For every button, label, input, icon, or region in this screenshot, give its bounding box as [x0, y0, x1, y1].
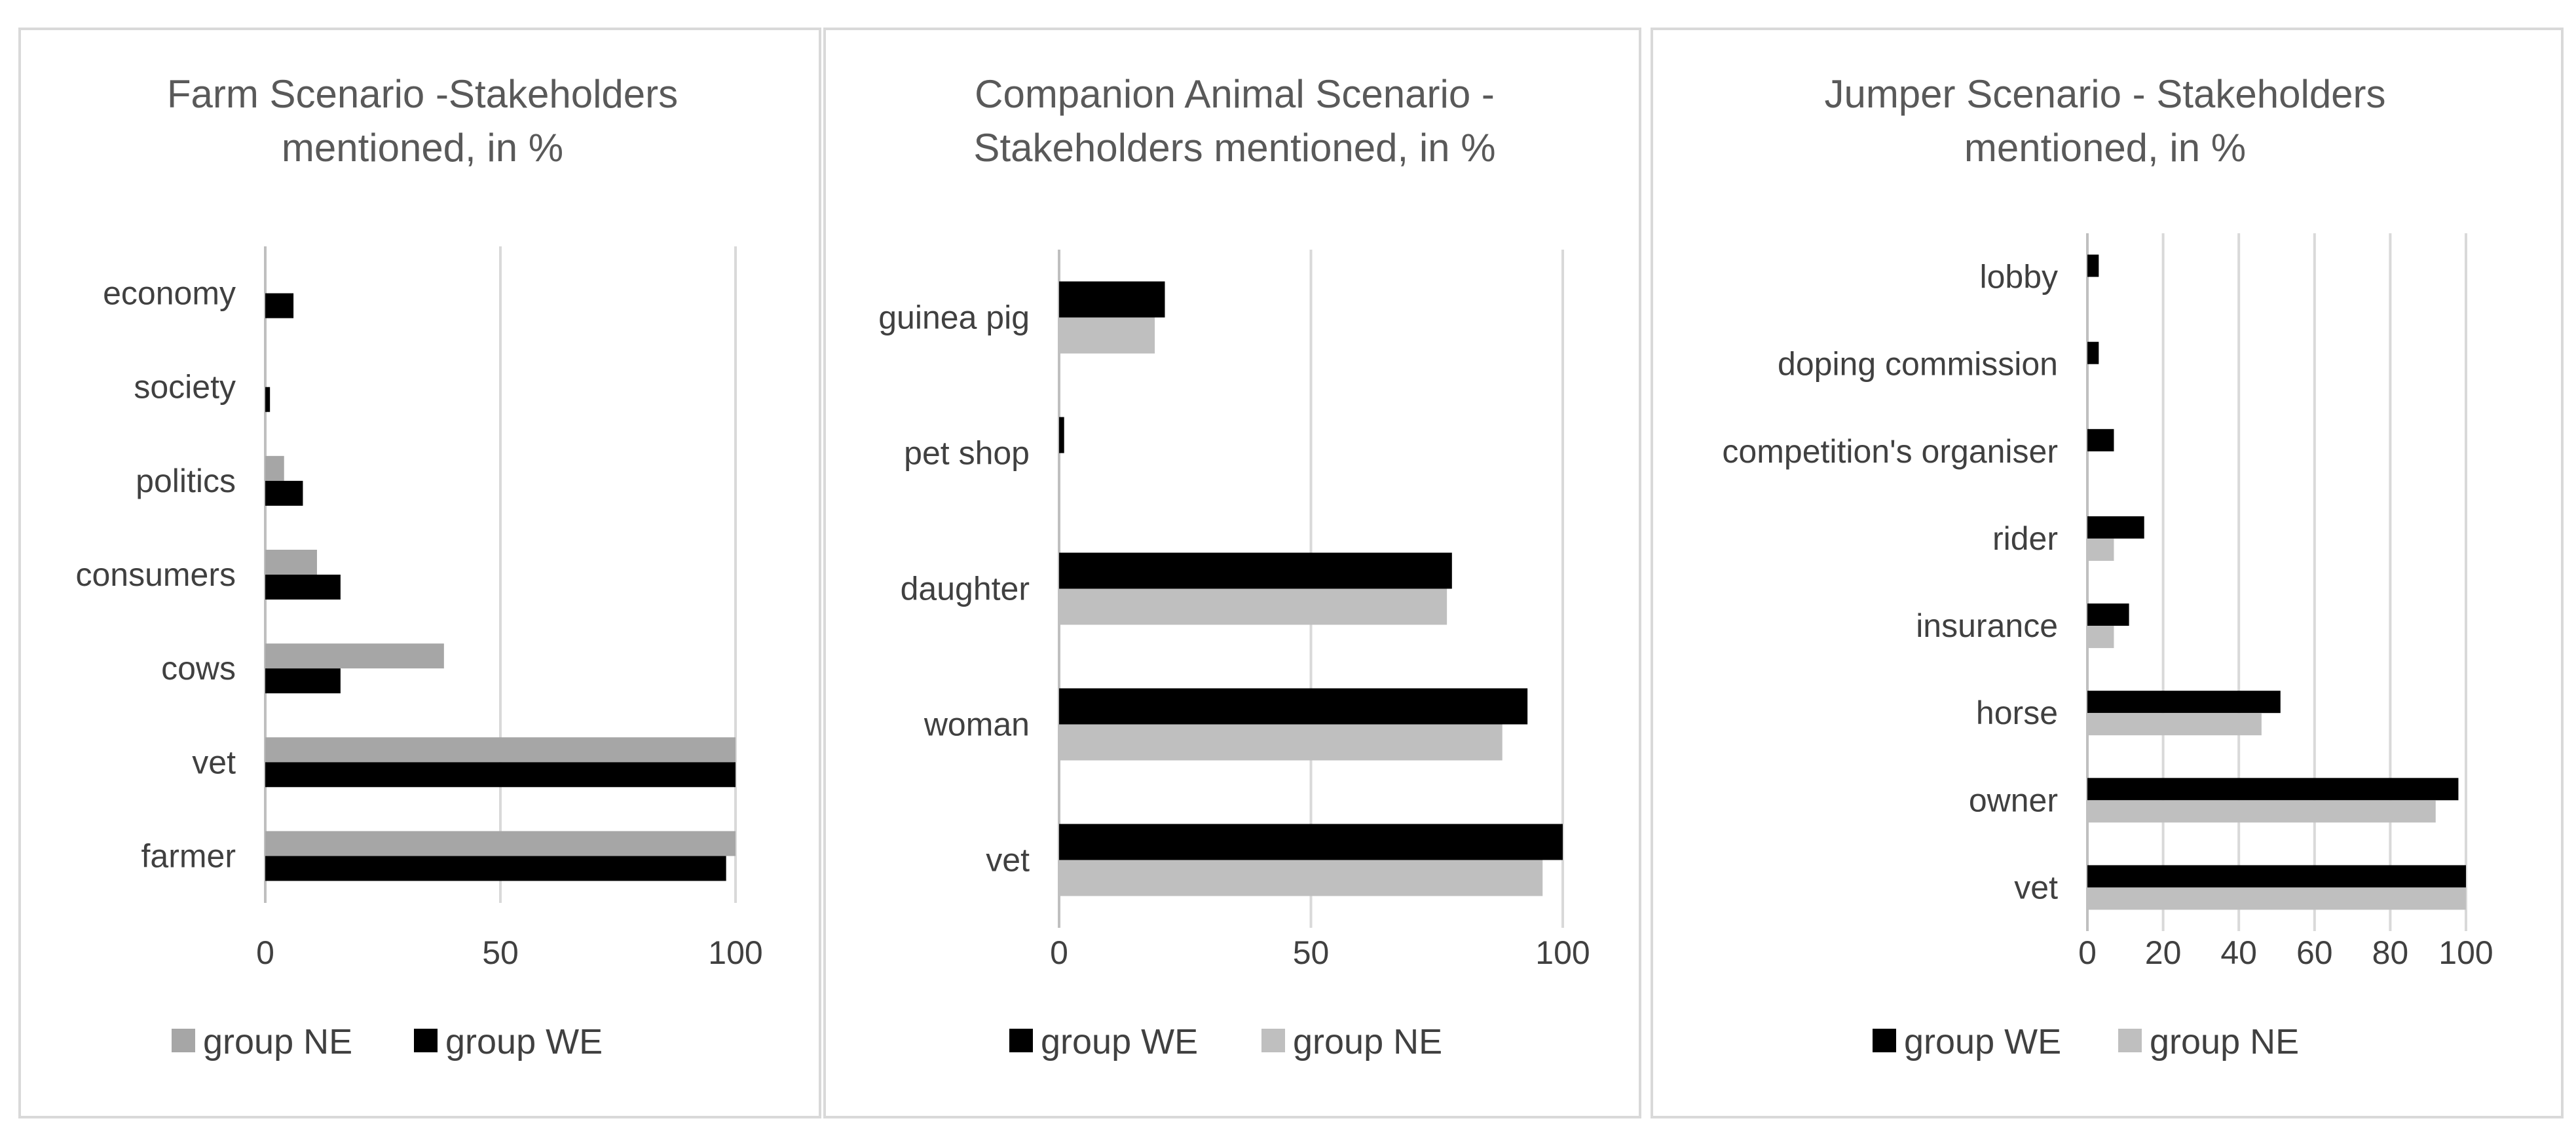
- category-label-jumper-competition-s-organiser: competition's organiser: [1722, 433, 2058, 470]
- bar-jumper-rider-group-ne: [2087, 538, 2114, 561]
- legend-swatch-companion-group-ne: [1261, 1029, 1285, 1052]
- bar-farm-politics-group-we: [265, 480, 303, 506]
- legend-label-companion-group-ne: group NE: [1293, 1022, 1442, 1061]
- legend-swatch-companion-group-we: [1009, 1029, 1033, 1052]
- category-label-farm-economy: economy: [103, 275, 236, 312]
- bar-companion-pet-shop-group-we: [1059, 417, 1064, 453]
- category-label-jumper-lobby: lobby: [1979, 259, 2058, 296]
- bar-farm-farmer-group-we: [265, 856, 726, 881]
- category-label-jumper-vet: vet: [2014, 869, 2058, 906]
- bar-companion-guinea-pig-group-we: [1059, 281, 1165, 318]
- category-label-jumper-horse: horse: [1976, 695, 2058, 731]
- legend-label-jumper-group-ne: group NE: [2150, 1022, 2299, 1061]
- bar-farm-cows-group-ne: [265, 643, 444, 669]
- chart-farm: Farm Scenario -Stakeholders mentioned, in…: [75, 72, 762, 1061]
- chart-panel-farm: Farm Scenario -Stakeholders mentioned, in…: [18, 28, 821, 1118]
- category-label-companion-daughter: daughter: [901, 571, 1030, 607]
- bar-jumper-vet-group-we: [2087, 865, 2466, 888]
- bar-jumper-vet-group-ne: [2087, 887, 2466, 910]
- chart-title-jumper-line-1: Jumper Scenario - Stakeholders: [1824, 72, 2385, 116]
- category-label-farm-politics: politics: [136, 463, 236, 499]
- category-label-farm-vet: vet: [192, 744, 236, 780]
- bar-companion-guinea-pig-group-ne: [1059, 317, 1155, 354]
- bar-companion-daughter-group-we: [1059, 552, 1452, 589]
- bar-companion-woman-group-we: [1059, 688, 1528, 725]
- legend-label-farm-group-we: group WE: [445, 1022, 603, 1061]
- bar-farm-consumers-group-we: [265, 575, 341, 600]
- category-label-companion-guinea-pig: guinea pig: [878, 299, 1030, 336]
- category-label-jumper-insurance: insurance: [1916, 607, 2058, 644]
- x-tick-label-jumper-80: 80: [2372, 934, 2409, 971]
- x-tick-label-jumper-40: 40: [2220, 934, 2257, 971]
- category-label-jumper-owner: owner: [1969, 782, 2058, 818]
- category-label-jumper-rider: rider: [1992, 520, 2058, 557]
- bar-jumper-competition-s-organiser-group-we: [2087, 429, 2114, 451]
- legend-swatch-jumper-group-we: [1873, 1029, 1896, 1052]
- bar-jumper-doping-commission-group-we: [2087, 341, 2099, 364]
- legend-label-jumper-group-we: group WE: [1904, 1022, 2061, 1061]
- chart-panel-jumper: Jumper Scenario - Stakeholders mentioned,…: [1651, 28, 2564, 1118]
- chart-jumper: Jumper Scenario - Stakeholders mentioned,…: [1722, 72, 2493, 1061]
- bar-companion-vet-group-we: [1059, 824, 1563, 860]
- chart-title-companion-line-2: Stakeholders mentioned, in %: [973, 126, 1495, 170]
- category-label-jumper-doping-commission: doping commission: [1778, 346, 2058, 383]
- bar-farm-vet-group-ne: [265, 737, 736, 763]
- bar-companion-vet-group-ne: [1059, 860, 1543, 896]
- bar-jumper-lobby-group-we: [2087, 254, 2099, 277]
- x-tick-label-farm-0: 0: [256, 934, 274, 971]
- chart-panel-companion: Companion Animal Scenario - Stakeholders …: [823, 28, 1641, 1118]
- bar-companion-daughter-group-ne: [1059, 588, 1447, 625]
- legend-swatch-farm-group-we: [414, 1029, 438, 1052]
- category-label-companion-pet-shop: pet shop: [904, 435, 1030, 472]
- bar-jumper-insurance-group-ne: [2087, 626, 2114, 649]
- bar-jumper-owner-group-ne: [2087, 800, 2436, 823]
- x-tick-label-jumper-20: 20: [2145, 934, 2182, 971]
- x-tick-label-companion-50: 50: [1293, 934, 1330, 971]
- x-tick-label-jumper-100: 100: [2438, 934, 2493, 971]
- chart-title-farm-line-1: Farm Scenario -Stakeholders: [167, 72, 678, 116]
- chart-companion: Companion Animal Scenario - Stakeholders …: [878, 72, 1590, 1061]
- x-tick-label-farm-100: 100: [708, 934, 762, 971]
- category-label-farm-society: society: [134, 369, 236, 406]
- bar-jumper-rider-group-we: [2087, 516, 2144, 539]
- chart-title-farm-line-2: mentioned, in %: [282, 126, 563, 170]
- bar-farm-farmer-group-ne: [265, 831, 736, 856]
- legend-label-companion-group-we: group WE: [1041, 1022, 1198, 1061]
- bar-farm-consumers-group-ne: [265, 550, 317, 575]
- category-label-farm-farmer: farmer: [141, 837, 236, 874]
- category-label-companion-woman: woman: [924, 706, 1030, 743]
- category-label-farm-cows: cows: [161, 650, 236, 687]
- bar-farm-vet-group-we: [265, 762, 736, 788]
- x-tick-label-jumper-60: 60: [2296, 934, 2333, 971]
- bar-jumper-horse-group-ne: [2087, 713, 2262, 736]
- bar-companion-woman-group-ne: [1059, 724, 1503, 761]
- bar-jumper-insurance-group-we: [2087, 603, 2129, 626]
- bar-farm-economy-group-we: [265, 293, 294, 318]
- x-tick-label-companion-0: 0: [1050, 934, 1068, 971]
- chart-title-jumper-line-2: mentioned, in %: [1964, 126, 2246, 170]
- bar-farm-cows-group-we: [265, 668, 341, 694]
- category-label-companion-vet: vet: [986, 842, 1030, 879]
- x-tick-label-farm-50: 50: [482, 934, 519, 971]
- x-tick-label-jumper-0: 0: [2078, 934, 2097, 971]
- chart-title-companion-line-1: Companion Animal Scenario -: [975, 72, 1495, 116]
- x-tick-label-companion-100: 100: [1535, 934, 1590, 971]
- bar-farm-society-group-we: [265, 387, 271, 412]
- bar-farm-politics-group-ne: [265, 455, 284, 481]
- legend-swatch-farm-group-ne: [172, 1029, 195, 1052]
- bar-jumper-owner-group-we: [2087, 778, 2459, 801]
- bar-jumper-horse-group-we: [2087, 691, 2281, 714]
- category-label-farm-consumers: consumers: [75, 556, 236, 593]
- legend-label-farm-group-ne: group NE: [203, 1022, 352, 1061]
- legend-swatch-jumper-group-ne: [2118, 1029, 2142, 1052]
